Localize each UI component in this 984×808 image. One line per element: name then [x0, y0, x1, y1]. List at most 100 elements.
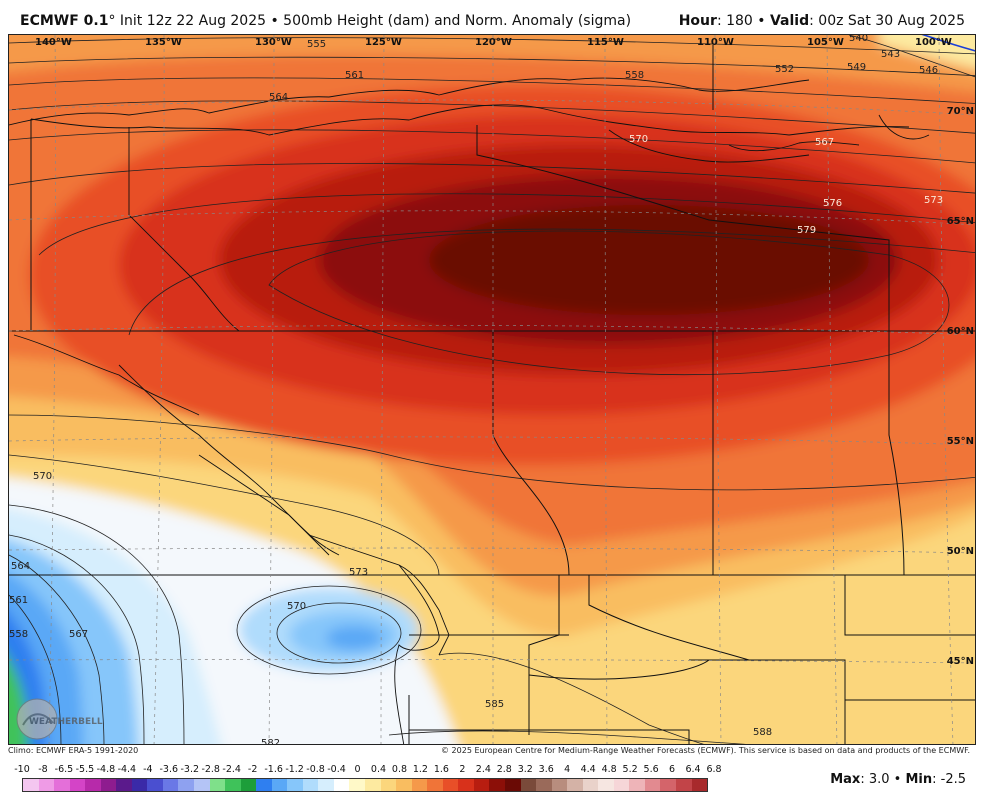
scale-swatch: [613, 779, 630, 791]
scale-swatch: [598, 779, 614, 791]
min-label: Min: [905, 772, 933, 787]
scale-label: -6.5: [54, 764, 74, 775]
contour-label: 564: [269, 92, 288, 103]
contour-label: 552: [775, 64, 794, 75]
scale-swatch: [271, 779, 288, 791]
scale-swatch: [302, 779, 319, 791]
scale-swatch: [551, 779, 568, 791]
scale-label: 0.4: [370, 764, 387, 775]
contour-label: 570: [629, 134, 648, 145]
graticule: [9, 35, 975, 744]
forecast-map[interactable]: 140°W 135°W 130°W 125°W 120°W 115°W 110°…: [8, 34, 976, 745]
scale-label: 3.6: [538, 764, 554, 775]
scale-swatch: [504, 779, 521, 791]
lat-label: 70°N: [947, 106, 974, 117]
weatherbell-logo: WEATHERBELL: [16, 698, 103, 740]
scale-label: -2.4: [222, 764, 241, 775]
scale-swatch: [38, 779, 55, 791]
lat-label: 55°N: [947, 436, 974, 447]
scale-swatch: [69, 779, 86, 791]
scale-swatch: [147, 779, 163, 791]
lon-label: 110°W: [697, 37, 734, 48]
scale-swatch: [365, 779, 381, 791]
hour-label: Hour: [678, 13, 717, 29]
scale-swatch: [411, 779, 428, 791]
scale-label: -4.4: [117, 764, 137, 775]
lon-label: 130°W: [255, 37, 292, 48]
scale-swatch: [256, 779, 272, 791]
contour-label: 582: [261, 738, 280, 745]
lat-label: 50°N: [947, 546, 974, 557]
scale-label: -1.2: [285, 764, 304, 775]
contour-label: 570: [287, 601, 306, 612]
scale-swatch: [442, 779, 459, 791]
contour-label: 540: [849, 35, 868, 44]
scale-label: -3.6: [159, 764, 179, 775]
lon-label: 105°W: [807, 37, 844, 48]
scale-label: 4.4: [580, 764, 596, 775]
map-canvas: 140°W 135°W 130°W 125°W 120°W 115°W 110°…: [9, 35, 975, 745]
scale-swatch: [520, 779, 537, 791]
height-contours: [9, 35, 975, 744]
scale-swatch: [396, 779, 412, 791]
scale-label: -2: [247, 764, 258, 775]
scale-swatch: [131, 779, 148, 791]
watermark-text: WEATHERBELL: [29, 717, 103, 727]
copyright-note: © 2025 European Centre for Medium-Range …: [441, 746, 970, 755]
scale-swatch: [644, 779, 661, 791]
scale-swatch: [675, 779, 692, 791]
contour-label: 564: [11, 561, 30, 572]
model-name: ECMWF 0.1: [20, 13, 109, 29]
lon-label: 125°W: [365, 37, 402, 48]
scale-label: 1.2: [412, 764, 428, 775]
lat-label: 60°N: [947, 326, 974, 337]
init-description: Init 12z 22 Aug 2025 • 500mb Height (dam…: [115, 13, 632, 29]
lon-label: 140°W: [35, 37, 72, 48]
lon-label: 115°W: [587, 37, 624, 48]
scale-label: 6.4: [685, 764, 701, 775]
scale-swatch: [473, 779, 490, 791]
contour-label: 588: [753, 727, 772, 738]
contour-label: 549: [847, 62, 866, 73]
hour-value: : 180 •: [716, 13, 770, 29]
contour-label: 558: [625, 70, 644, 81]
scale-swatch: [427, 779, 443, 791]
scale-label: 3.2: [517, 764, 533, 775]
scale-label: -0.8: [306, 764, 325, 775]
header: ECMWF 0.1° Init 12z 22 Aug 2025 • 500mb …: [0, 0, 984, 32]
color-scale: -10 -8 -6.5 -5.5 -4.8 -4.4 -4 -3.6 -3.2 -2.8 -2.4-…: [8, 764, 722, 794]
scale-swatch: [660, 779, 676, 791]
scale-label: 0.8: [391, 764, 408, 775]
scale-swatch: [349, 779, 366, 791]
scale-label: -2.8: [201, 764, 220, 775]
degree-symbol: °: [108, 13, 116, 29]
scale-label: 6: [669, 764, 676, 775]
scale-swatch: [629, 779, 645, 791]
scale-swatch: [333, 779, 350, 791]
scale-swatch: [194, 779, 210, 791]
scale-label: 4: [564, 764, 571, 775]
max-value: : 3.0 •: [860, 772, 906, 787]
scale-swatch: [287, 779, 303, 791]
climo-note: Climo: ECMWF ERA-5 1991-2020: [8, 746, 139, 755]
scale-swatch: [162, 779, 179, 791]
scale-label: 5.2: [622, 764, 638, 775]
scale-label: -5.5: [75, 764, 95, 775]
max-min-readout: Max: 3.0 • Min: -2.5: [830, 772, 966, 787]
latitude-labels: 70°N 65°N 60°N 55°N 50°N 45°N: [947, 106, 974, 667]
scale-label: -3.2: [180, 764, 200, 775]
longitude-labels: 140°W 135°W 130°W 125°W 120°W 115°W 110°…: [35, 37, 952, 48]
scale-swatch: [178, 779, 195, 791]
scale-label: -8: [38, 764, 48, 775]
scale-swatch: [536, 779, 552, 791]
scale-label: 2: [459, 764, 466, 775]
contour-label: 555: [307, 39, 326, 50]
contour-label: 576: [823, 198, 842, 209]
forecast-time: Hour: 180 • Valid: 00z Sat 30 Aug 2025: [679, 13, 965, 29]
scale-swatch: [116, 779, 132, 791]
contour-label: 561: [345, 70, 364, 81]
contour-label: 567: [69, 629, 88, 640]
scale-swatch: [100, 779, 117, 791]
scale-swatch: [567, 779, 583, 791]
map-title: ECMWF 0.1° Init 12z 22 Aug 2025 • 500mb …: [20, 13, 631, 29]
